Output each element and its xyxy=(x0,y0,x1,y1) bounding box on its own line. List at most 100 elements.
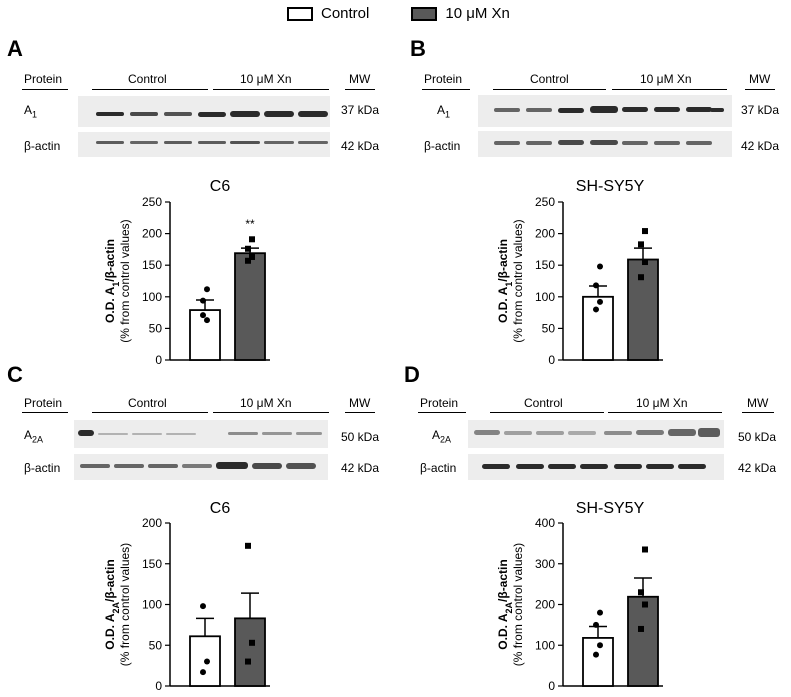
chart-d-title: SH-SY5Y xyxy=(575,500,645,517)
blot-b-control-underline xyxy=(493,89,606,90)
blot-d-protein-header: Protein xyxy=(420,396,459,410)
chart-b-ytick-label: 250 xyxy=(535,195,555,209)
chart-a-ytick-label: 250 xyxy=(142,195,162,209)
chart-a-point-treatment xyxy=(249,253,255,260)
chart-c-ytick-label: 0 xyxy=(155,679,162,693)
chart-b-point-control xyxy=(593,282,599,289)
chart-d-point-control xyxy=(597,642,603,649)
chart-d-bar-treatment xyxy=(627,595,659,687)
chart-d-point-treatment xyxy=(638,625,644,632)
blot-d-protein-image xyxy=(468,420,724,448)
chart-a-ylabel: O.D. A1/β-actin xyxy=(103,239,121,323)
chart-d-ylabel-main: O.D. A xyxy=(496,613,510,650)
blot-b-actin-image xyxy=(478,131,732,157)
chart-a-ytick-label: 100 xyxy=(142,290,162,304)
blot-d-control-header: Control xyxy=(524,396,563,410)
chart-a-ylabel-sub: 1 xyxy=(111,282,121,287)
panel-letter-a: A xyxy=(7,36,23,61)
chart-b-title: SH-SY5Y xyxy=(575,178,645,195)
chart-c-ylabel-sub: 2A xyxy=(111,601,121,613)
chart-b-ylabel: O.D. A1/β-actin xyxy=(496,239,514,323)
blot-c-protein-label: A2A xyxy=(24,428,44,445)
blot-d-treatment-underline xyxy=(608,412,722,413)
blot-d-actin-mw: 42 kDa xyxy=(738,461,777,475)
chart-c-ytick-label: 200 xyxy=(142,516,162,530)
chart-b-ytick-label: 150 xyxy=(535,258,555,272)
chart-c-point-control xyxy=(200,603,206,610)
chart-c-title: C6 xyxy=(209,500,231,517)
chart-d-point-control xyxy=(593,651,599,658)
chart-b-bar-control xyxy=(582,295,614,361)
blot-c-actin-mw: 42 kDa xyxy=(341,461,380,475)
chart-a-title: C6 xyxy=(209,178,231,195)
blot-c-mw-header: MW xyxy=(349,396,371,410)
panel-letter-d: D xyxy=(404,362,420,387)
blot-b-treatment-underline xyxy=(612,89,727,90)
blot-b-mw-underline xyxy=(745,89,775,90)
blot-d-mw-header: MW xyxy=(747,396,769,410)
legend-label-control: Control xyxy=(321,5,370,22)
chart-d: O.D. A2A/β-actin (% from control values) 0… xyxy=(496,516,663,693)
chart-c-point-treatment xyxy=(249,639,255,646)
chart-a-point-treatment xyxy=(249,236,255,243)
chart-c-point-control xyxy=(200,669,206,676)
chart-b-ytick-label: 50 xyxy=(542,321,556,335)
chart-b-ytick-label: 200 xyxy=(535,227,555,241)
panel-letter-b: B xyxy=(410,36,426,61)
chart-d-ytick-label: 400 xyxy=(535,516,555,530)
chart-d-ytick-label: 300 xyxy=(535,557,555,571)
chart-b-bar-treatment xyxy=(627,258,659,361)
blot-a-actin-mw: 42 kDa xyxy=(341,139,380,153)
blot-d-actin-label: β-actin xyxy=(420,461,457,475)
blot-b-treatment-header: 10 μM Xn xyxy=(640,72,692,86)
chart-d-ytick-label: 0 xyxy=(548,679,555,693)
blot-b-actin-mw: 42 kDa xyxy=(741,139,780,153)
chart-a-point-control xyxy=(204,286,210,293)
blot-c-protein-underline xyxy=(22,412,68,413)
legend-item-control: Control xyxy=(287,5,369,22)
blot-c-actin-image xyxy=(74,454,328,480)
blot-a-protein-underline xyxy=(22,89,68,90)
blot-a-actin-label: β-actin xyxy=(24,139,61,153)
chart-d-ylabel-sub: 2A xyxy=(504,601,514,613)
blot-c-actin-label: β-actin xyxy=(24,461,61,475)
blot-a-control-header: Control xyxy=(128,72,167,86)
blot-b-protein-label: A1 xyxy=(437,103,451,120)
chart-d-ytick-label: 100 xyxy=(535,638,555,652)
blot-a-protein-label: A1 xyxy=(24,103,38,120)
blot-a-control-underline xyxy=(92,89,208,90)
blot-d-actin-image xyxy=(468,454,724,480)
chart-c-point-treatment xyxy=(245,658,251,665)
blot-c-mw-underline xyxy=(345,412,375,413)
blot-c-protein-image xyxy=(74,420,328,448)
chart-a-ytick-label: 150 xyxy=(142,258,162,272)
blot-a-actin-image xyxy=(78,132,330,157)
chart-c-ytick-label: 150 xyxy=(142,557,162,571)
chart-c-ylabel-main: O.D. A xyxy=(103,613,117,650)
chart-b-point-control xyxy=(597,263,603,270)
blot-d-control-underline xyxy=(490,412,604,413)
chart-a-point-treatment xyxy=(245,245,251,252)
chart-a-point-control xyxy=(200,297,206,304)
chart-b-ylabel-2: (% from control values) xyxy=(511,219,525,342)
chart-c-ylabel: O.D. A2A/β-actin xyxy=(103,559,121,649)
chart-c-bar-treatment xyxy=(234,617,266,687)
blot-a-treatment-header: 10 μM Xn xyxy=(240,72,292,86)
chart-d-point-treatment xyxy=(638,589,644,596)
chart-c-ylabel-tail: /β-actin xyxy=(103,559,117,602)
chart-a-bar-treatment xyxy=(234,252,266,361)
blot-c-treatment-underline xyxy=(213,412,329,413)
chart-c-ytick-label: 100 xyxy=(142,598,162,612)
blot-a-protein-mw: 37 kDa xyxy=(341,103,380,117)
chart-d-point-control xyxy=(597,609,603,616)
chart-b-point-treatment xyxy=(638,241,644,248)
legend: Control 10 μM Xn xyxy=(287,5,552,22)
blot-d-protein-mw: 50 kDa xyxy=(738,430,777,444)
chart-b-ytick-label: 100 xyxy=(535,290,555,304)
chart-b-ylabel-sub: 1 xyxy=(504,282,514,287)
chart-a-ytick-label: 200 xyxy=(142,227,162,241)
blot-b-protein-mw: 37 kDa xyxy=(741,103,780,117)
blot-d-mw-underline xyxy=(742,412,774,413)
chart-d-point-control xyxy=(593,621,599,628)
chart-b-point-control xyxy=(597,298,603,305)
